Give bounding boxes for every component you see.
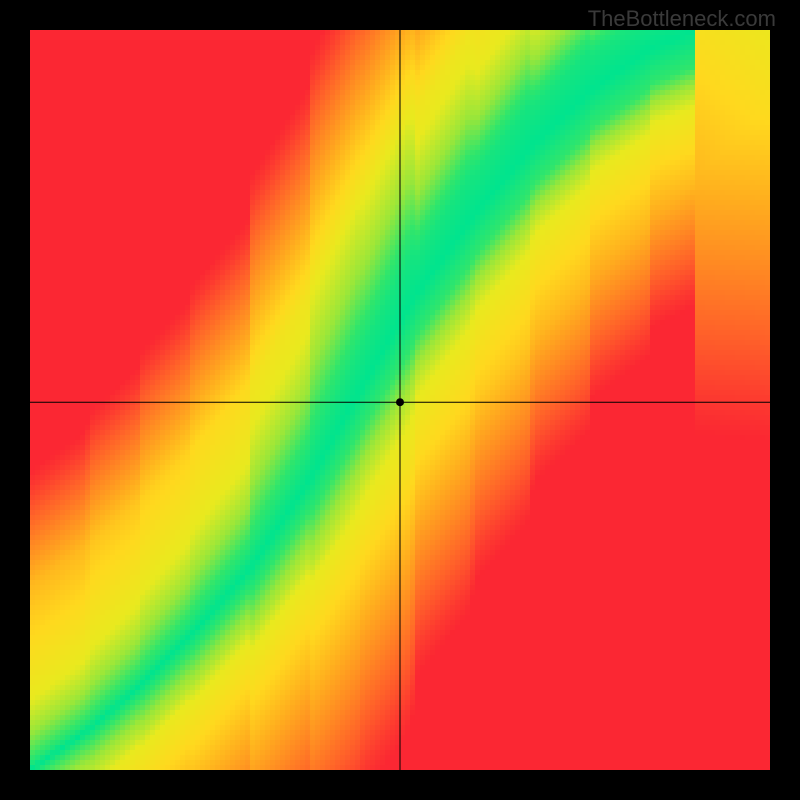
watermark-text: TheBottleneck.com: [588, 6, 776, 32]
bottleneck-heatmap: [30, 30, 770, 770]
figure-root: TheBottleneck.com: [0, 0, 800, 800]
